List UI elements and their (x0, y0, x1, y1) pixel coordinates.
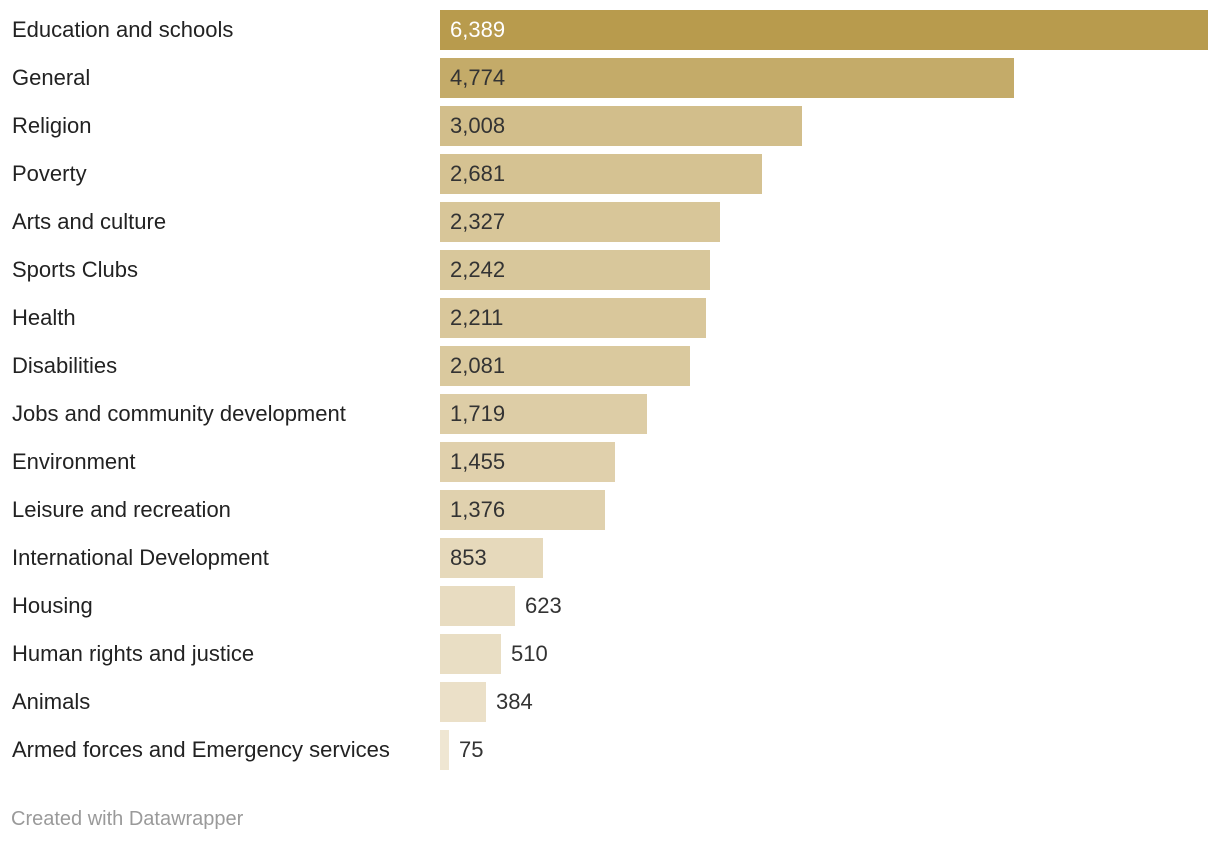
bar-row: International Development 853 (0, 538, 1220, 578)
bar-row: Education and schools 6,389 (0, 10, 1220, 50)
bar-row: Human rights and justice 510 (0, 634, 1220, 674)
bar-row: Health 2,211 (0, 298, 1220, 338)
bar-row: Sports Clubs 2,242 (0, 250, 1220, 290)
bar-row: Jobs and community development 1,719 (0, 394, 1220, 434)
bar (440, 250, 710, 290)
category-label: Human rights and justice (12, 641, 255, 666)
value-label: 6,389 (450, 17, 506, 42)
bar (440, 106, 802, 146)
value-label: 2,242 (450, 257, 506, 282)
value-label: 510 (511, 641, 548, 666)
bar-row: Religion 3,008 (0, 106, 1220, 146)
value-label: 623 (525, 593, 562, 618)
bar (440, 346, 690, 386)
category-label: Health (12, 305, 76, 330)
category-label: Poverty (12, 161, 87, 186)
bar (440, 634, 501, 674)
value-label: 2,681 (450, 161, 506, 186)
bar (440, 202, 720, 242)
bar-row: Armed forces and Emergency services 75 (0, 730, 1220, 770)
bar (440, 538, 543, 578)
bar-chart: Education and schools 6,389 General 4,774 Re… (0, 10, 1220, 770)
bar-row: Environment 1,455 (0, 442, 1220, 482)
category-label: Education and schools (12, 17, 234, 42)
datawrapper-credit: Created with Datawrapper (11, 808, 244, 830)
category-label: Housing (12, 593, 93, 618)
value-label: 384 (496, 689, 533, 714)
bar (440, 298, 706, 338)
category-label: General (12, 65, 91, 90)
bar (440, 586, 515, 626)
bar (440, 682, 486, 722)
bar-row: Disabilities 2,081 (0, 346, 1220, 386)
category-label: Religion (12, 113, 92, 138)
bar (440, 10, 1208, 50)
category-label: Sports Clubs (12, 257, 138, 282)
bar-row: Arts and culture 2,327 (0, 202, 1220, 242)
value-label: 4,774 (450, 65, 506, 90)
bar (440, 58, 1014, 98)
value-label: 1,376 (450, 497, 506, 522)
value-label: 75 (459, 737, 484, 762)
bar-row: General 4,774 (0, 58, 1220, 98)
bar-row: Animals 384 (0, 682, 1220, 722)
value-label: 2,081 (450, 353, 506, 378)
category-label: Disabilities (12, 353, 118, 378)
value-label: 1,719 (450, 401, 506, 426)
category-label: Jobs and community development (12, 401, 346, 426)
category-label: Armed forces and Emergency services (12, 737, 390, 762)
bar (440, 442, 615, 482)
bar-row: Poverty 2,681 (0, 154, 1220, 194)
value-label: 3,008 (450, 113, 506, 138)
bar-row: Housing 623 (0, 586, 1220, 626)
bar-row: Leisure and recreation 1,376 (0, 490, 1220, 530)
category-label: International Development (12, 545, 269, 570)
category-label: Environment (12, 449, 136, 474)
bar (440, 154, 762, 194)
value-label: 2,211 (450, 305, 504, 330)
bar (440, 730, 449, 770)
category-label: Arts and culture (12, 209, 167, 234)
value-label: 1,455 (450, 449, 506, 474)
category-label: Leisure and recreation (12, 497, 231, 522)
category-label: Animals (12, 689, 91, 714)
value-label: 853 (450, 545, 487, 570)
bar (440, 394, 647, 434)
value-label: 2,327 (450, 209, 506, 234)
bar (440, 490, 605, 530)
